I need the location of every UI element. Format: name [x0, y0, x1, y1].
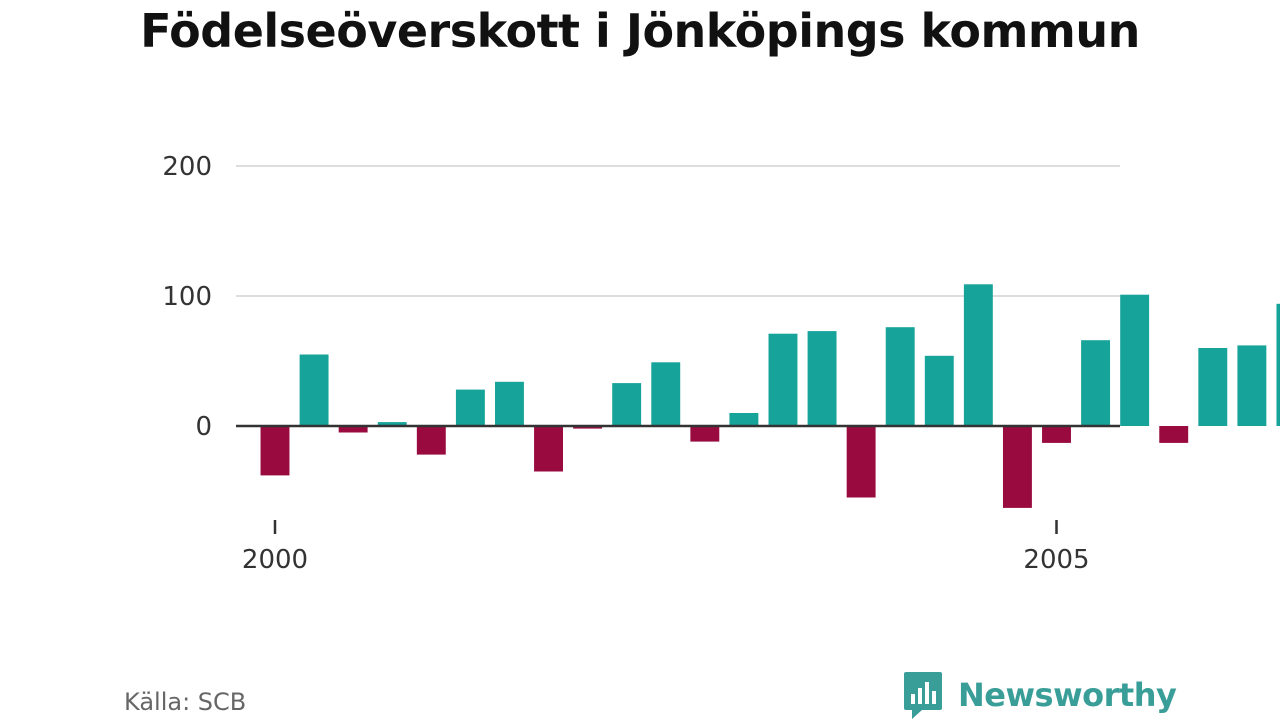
brand-name: Newsworthy [958, 676, 1177, 714]
axes: 0100200200020052010201520202025 [162, 152, 1120, 575]
bar [573, 426, 603, 429]
bar [416, 426, 446, 455]
bar [1159, 426, 1189, 443]
source-note: Källa: SCB [124, 688, 247, 716]
x-tick-label-2005: 2005 [1023, 545, 1089, 575]
bar [338, 426, 368, 433]
bar [1042, 426, 1071, 443]
bar [846, 426, 876, 498]
bar [377, 422, 407, 426]
bar [1276, 303, 1280, 426]
bar [260, 426, 290, 476]
bar [1002, 426, 1032, 508]
newsworthy-logo: Newsworthy [902, 670, 1177, 720]
bar [651, 362, 681, 426]
bar [299, 354, 329, 426]
bar [963, 284, 993, 426]
grid-lines [236, 165, 1120, 297]
bar [1120, 294, 1150, 426]
bar [494, 381, 524, 426]
bar [1198, 348, 1228, 426]
bar [729, 413, 759, 426]
x-tick-label-2000: 2000 [242, 545, 308, 575]
y-tick-label-100: 100 [162, 282, 212, 312]
bar [1237, 345, 1267, 426]
y-tick-label-0: 0 [195, 412, 212, 442]
bar [534, 426, 563, 472]
bar [1081, 340, 1111, 426]
chart-title: Födelseöverskott i Jönköpings kommun [140, 4, 1140, 58]
bar [807, 331, 837, 426]
bar [924, 355, 954, 426]
bar [455, 389, 485, 426]
bar [768, 333, 798, 426]
newsworthy-logo-icon [904, 672, 942, 719]
bar [690, 426, 720, 442]
bars [260, 284, 1280, 508]
bar [885, 327, 915, 426]
bar [612, 383, 642, 426]
y-tick-label-200: 200 [162, 152, 212, 182]
